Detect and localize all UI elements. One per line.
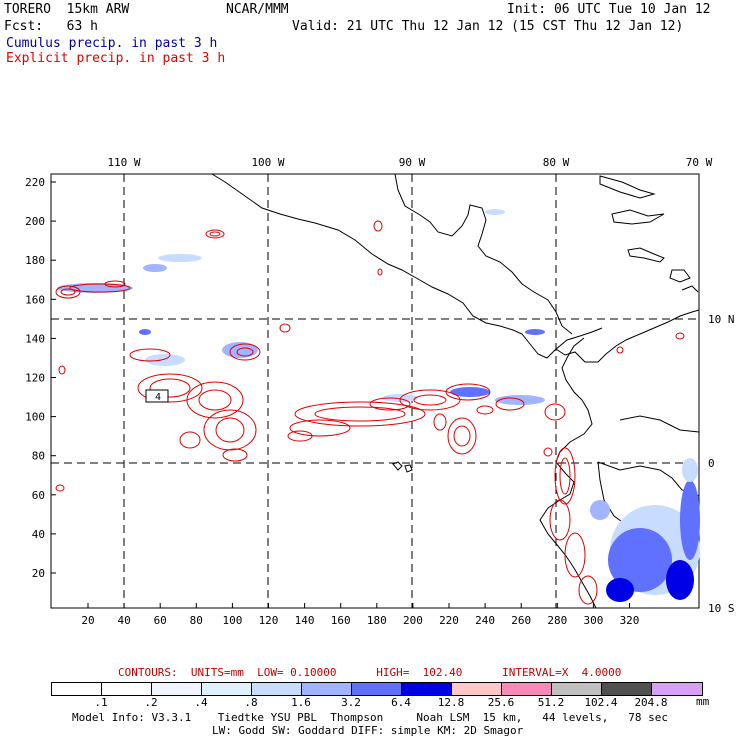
- latitude-label: 10 N: [708, 313, 735, 326]
- legend-swatch: [601, 682, 652, 696]
- x-tick-label: 20: [81, 614, 94, 627]
- latitude-label: 10 S: [708, 602, 735, 615]
- legend-swatch: [251, 682, 302, 696]
- organization-label: NCAR/MMM: [226, 2, 289, 17]
- longitude-label: 80 W: [543, 156, 570, 169]
- physics-info-line: LW: Godd SW: Goddard DIFF: simple KM: 2D…: [212, 724, 524, 737]
- y-tick-label: 140: [25, 332, 45, 345]
- legend-swatch: [501, 682, 552, 696]
- x-axis-ticks: 20 40 60 80 100 120 140 160 180 200 220 240 260 280 30…: [81, 603, 639, 627]
- y-tick-label: 180: [25, 254, 45, 267]
- legend-threshold: 6.4: [391, 696, 411, 709]
- legend-threshold: 102.4: [584, 696, 618, 709]
- legend-swatch: [301, 682, 352, 696]
- y-tick-label: 60: [32, 489, 45, 502]
- cumulus-precip-label: Cumulus precip. in past 3 h: [6, 36, 218, 51]
- explicit-precip-contours: [55, 220, 685, 605]
- legend-unit: mm: [696, 695, 710, 708]
- model-title: TORERO 15km ARW: [4, 2, 130, 17]
- x-tick-label: 220: [439, 614, 459, 627]
- explicit-precip-label: Explicit precip. in past 3 h: [6, 51, 226, 66]
- latitude-labels: 10 N 0 10 S: [708, 313, 735, 615]
- y-tick-label: 220: [25, 176, 45, 189]
- y-tick-label: 80: [32, 450, 45, 463]
- x-tick-label: 60: [154, 614, 167, 627]
- legend-swatch: [101, 682, 152, 696]
- graticule: [51, 174, 699, 608]
- x-tick-label: 120: [259, 614, 279, 627]
- y-tick-label: 20: [32, 567, 45, 580]
- x-tick-label: 40: [117, 614, 130, 627]
- model-info-line: Model Info: V3.3.1 Tiedtke YSU PBL Thomp…: [72, 711, 669, 724]
- y-axis-ticks: 220 200 180 160 140 120 100 80 60 40 20: [25, 176, 56, 580]
- legend-swatch: [401, 682, 452, 696]
- legend-threshold: 1.6: [291, 696, 311, 709]
- legend-swatch: [151, 682, 202, 696]
- forecast-hour: Fcst: 63 h: [4, 19, 98, 34]
- legend-threshold: 204.8: [634, 696, 668, 709]
- legend-threshold: 12.8: [437, 696, 465, 709]
- legend-swatch: [451, 682, 502, 696]
- legend-swatch: [201, 682, 252, 696]
- latitude-label: 0: [708, 457, 715, 470]
- contours-info: CONTOURS: UNITS=mm LOW= 0.10000 HIGH= 10…: [118, 666, 622, 679]
- longitude-label: 100 W: [251, 156, 284, 169]
- legend-threshold: 25.6: [487, 696, 515, 709]
- contour-label-box: [145, 389, 169, 403]
- x-tick-label: 160: [331, 614, 351, 627]
- x-tick-label: 240: [475, 614, 495, 627]
- legend-swatch: [651, 682, 703, 696]
- x-tick-label: 100: [222, 614, 242, 627]
- legend-threshold: .4: [194, 696, 208, 709]
- init-time: Init: 06 UTC Tue 10 Jan 12: [507, 2, 711, 17]
- x-tick-label: 320: [620, 614, 640, 627]
- x-tick-label: 140: [295, 614, 315, 627]
- legend-swatch: [51, 682, 102, 696]
- x-tick-label: 80: [190, 614, 203, 627]
- y-tick-label: 160: [25, 293, 45, 306]
- legend-threshold: 3.2: [341, 696, 361, 709]
- longitude-labels: 110 W 100 W 90 W 80 W 70 W: [107, 156, 712, 169]
- longitude-label: 70 W: [686, 156, 713, 169]
- x-tick-label: 280: [547, 614, 567, 627]
- y-tick-label: 120: [25, 372, 45, 385]
- legend-threshold: .1: [94, 696, 108, 709]
- y-tick-label: 200: [25, 215, 45, 228]
- longitude-label: 110 W: [107, 156, 140, 169]
- legend-threshold: .8: [244, 696, 258, 709]
- x-tick-label: 180: [367, 614, 387, 627]
- x-tick-label: 260: [511, 614, 531, 627]
- cumulus-precip-areas: [57, 209, 700, 602]
- y-tick-label: 100: [25, 411, 45, 424]
- contour-label: 4: [155, 392, 161, 403]
- valid-time: Valid: 21 UTC Thu 12 Jan 12 (15 CST Thu …: [292, 19, 684, 34]
- y-tick-label: 40: [32, 528, 45, 541]
- x-tick-label: 200: [403, 614, 423, 627]
- legend-threshold: .2: [144, 696, 158, 709]
- longitude-label: 90 W: [399, 156, 426, 169]
- legend-swatch: [351, 682, 402, 696]
- legend-swatch: [551, 682, 602, 696]
- x-tick-label: 300: [583, 614, 603, 627]
- legend-threshold: 51.2: [537, 696, 565, 709]
